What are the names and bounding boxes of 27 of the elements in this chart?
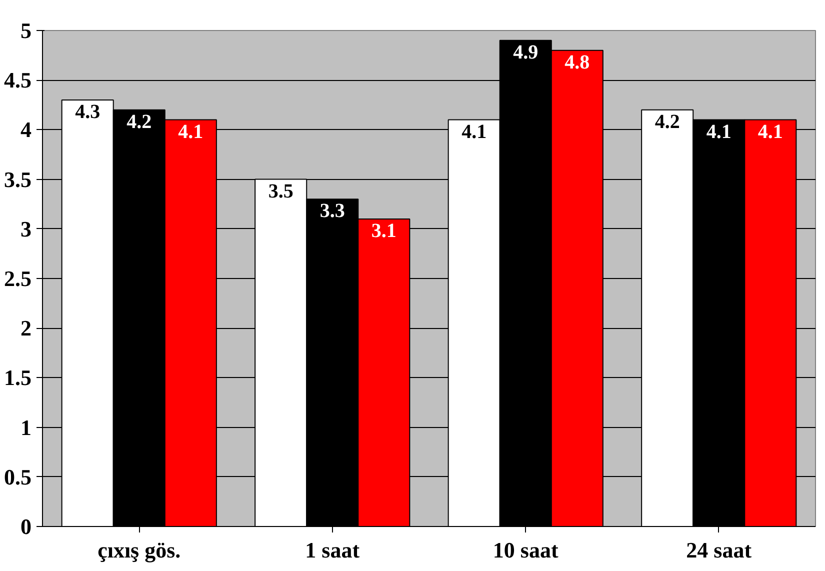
data-label: 4.2: [126, 110, 152, 133]
data-label: 4.1: [706, 120, 732, 143]
y-tick-label: 1.5: [4, 365, 32, 390]
y-tick-label: 4.5: [4, 68, 32, 93]
y-tick-label: 3: [20, 216, 32, 242]
x-tick-label: 24 saat: [686, 538, 752, 562]
data-label: 4.9: [513, 41, 538, 64]
data-label: 3.1: [371, 220, 396, 242]
y-tick-label: 1: [20, 414, 32, 440]
y-tick-label: 3.5: [4, 166, 32, 192]
data-label: 3.5: [268, 180, 294, 202]
data-label: 4.2: [654, 110, 680, 133]
y-tick-label: 2.5: [4, 266, 32, 291]
data-label: 4.1: [462, 120, 487, 143]
y-tick-label: 2: [20, 316, 32, 341]
x-tick-label: çıxış gös.: [98, 538, 181, 562]
y-tick-label: 0: [20, 514, 32, 539]
y-tick-label: 4: [20, 117, 32, 142]
y-tick-label: 5: [20, 18, 32, 43]
data-label: 3.3: [320, 200, 345, 222]
y-tick-label: 0.5: [4, 464, 32, 490]
data-label: 4.3: [75, 100, 100, 123]
x-tick-label: 1 saat: [305, 538, 360, 562]
x-tick-label: 10 saat: [492, 538, 559, 562]
data-label: 4.8: [564, 51, 590, 74]
data-label: 4.1: [178, 120, 204, 143]
data-label: 4.1: [758, 120, 783, 143]
